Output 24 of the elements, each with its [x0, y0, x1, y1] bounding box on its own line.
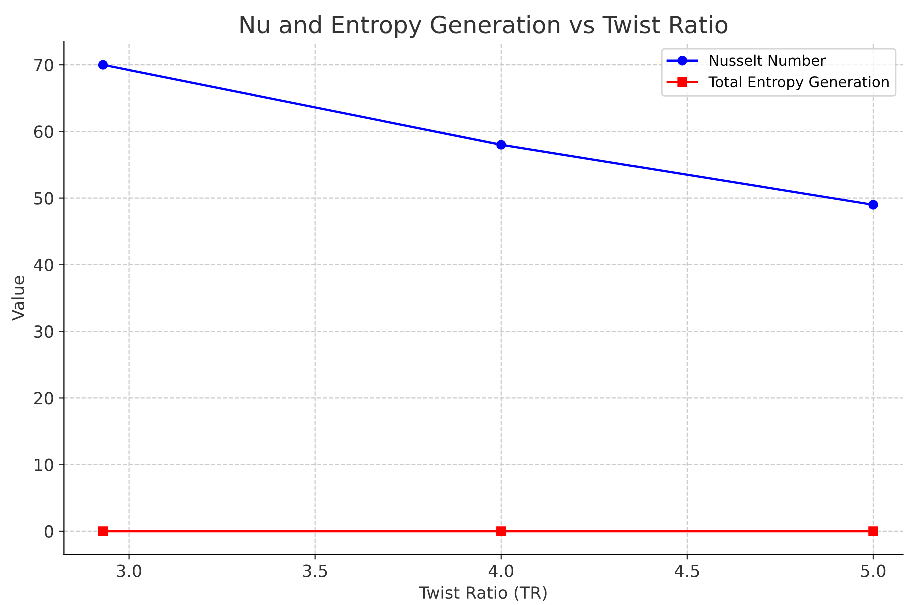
point [868, 200, 878, 210]
y-tick-label: 40 [34, 258, 54, 272]
y-tick-label: 60 [34, 126, 54, 138]
point [868, 526, 878, 536]
point [496, 140, 506, 150]
y-tick-label: 20 [34, 392, 54, 405]
chart-title: Nu and Entropy Generation vs Twist Ratio [240, 15, 728, 38]
y-tick-label: 10 [35, 458, 54, 472]
y-tick-label: 0 [44, 525, 54, 538]
y-tick-label: 50 [34, 192, 54, 205]
x-tick-label: 5.0 [862, 564, 886, 578]
y-tick-label: 30 [34, 326, 54, 338]
point [98, 60, 108, 70]
point [496, 526, 506, 536]
x-tick-label: 3.5 [303, 564, 328, 578]
y-axis-title: Value [12, 276, 24, 322]
legend-label: Total Entropy Generation [708, 76, 889, 90]
x-tick-label: 4.0 [488, 564, 514, 578]
x-axis-title: Twist Ratio (TR) [419, 586, 547, 602]
x-tick-label: 4.5 [674, 565, 700, 578]
point [98, 526, 108, 536]
legend-label: Nusselt Number [710, 54, 826, 66]
y-tick-label: 70 [34, 59, 54, 72]
x-tick-label: 3.0 [117, 564, 142, 578]
